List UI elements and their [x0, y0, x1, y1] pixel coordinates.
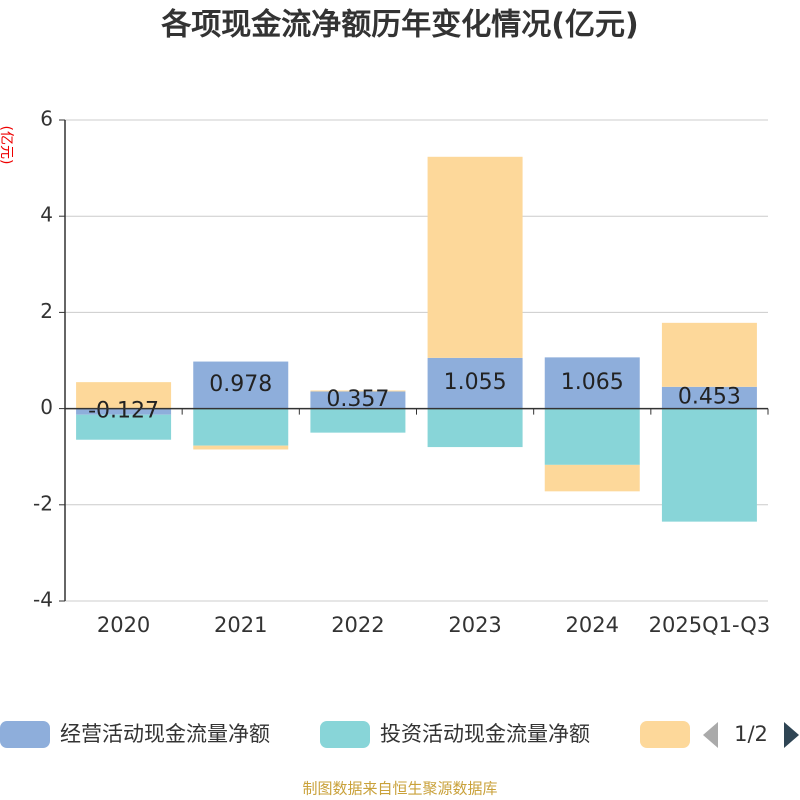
y-tick-label: 6: [40, 107, 53, 131]
source-note: 制图数据来自恒生聚源数据库: [302, 780, 497, 798]
bar: [193, 361, 289, 409]
data-label: 1.055: [444, 370, 507, 395]
x-tick-label: 2023: [448, 613, 501, 637]
legend-swatch[interactable]: [640, 721, 690, 748]
bar: [544, 464, 640, 492]
x-tick-label: 2022: [331, 613, 384, 637]
y-tick-label: 2: [40, 299, 53, 323]
bar: [76, 382, 172, 409]
y-tick-label: -2: [33, 491, 53, 515]
legend-swatch[interactable]: [0, 721, 50, 748]
y-tick-label: 4: [40, 203, 53, 227]
bar: [661, 386, 757, 409]
bar: [544, 357, 640, 409]
data-label: 0.357: [326, 387, 389, 412]
y-tick-label: -4: [33, 588, 53, 612]
bar: [76, 414, 172, 440]
bar: [310, 390, 406, 392]
data-label: 0.978: [209, 372, 272, 397]
bar: [661, 408, 757, 522]
bar: [427, 357, 523, 409]
legend-prev[interactable]: [703, 722, 718, 748]
bar: [661, 322, 757, 387]
chart-title: 各项现金流净额历年变化情况(亿元): [160, 8, 638, 43]
bar: [76, 408, 172, 415]
legend-page: 1/2: [734, 722, 768, 746]
y-tick-label: 0: [40, 395, 53, 419]
data-label: 1.065: [561, 370, 624, 395]
bar: [544, 408, 640, 465]
x-tick-label: 2020: [97, 613, 150, 637]
legend-label[interactable]: 经营活动现金流量净额: [60, 722, 270, 746]
data-label: 0.453: [678, 385, 741, 410]
bar: [427, 156, 523, 358]
legend-swatch[interactable]: [320, 721, 370, 748]
x-tick-label: 2024: [566, 613, 619, 637]
legend-next[interactable]: [784, 722, 799, 748]
x-tick-label: 2021: [214, 613, 267, 637]
bar: [427, 408, 523, 448]
x-tick-label: 2025Q1-Q3: [649, 613, 771, 637]
bar: [310, 391, 406, 409]
y-axis-label: (亿元): [0, 126, 14, 165]
bar: [193, 445, 289, 450]
data-label: -0.127: [88, 399, 159, 424]
bar: [193, 408, 289, 446]
bar: [310, 408, 406, 433]
legend-label[interactable]: 投资活动现金流量净额: [380, 722, 590, 746]
